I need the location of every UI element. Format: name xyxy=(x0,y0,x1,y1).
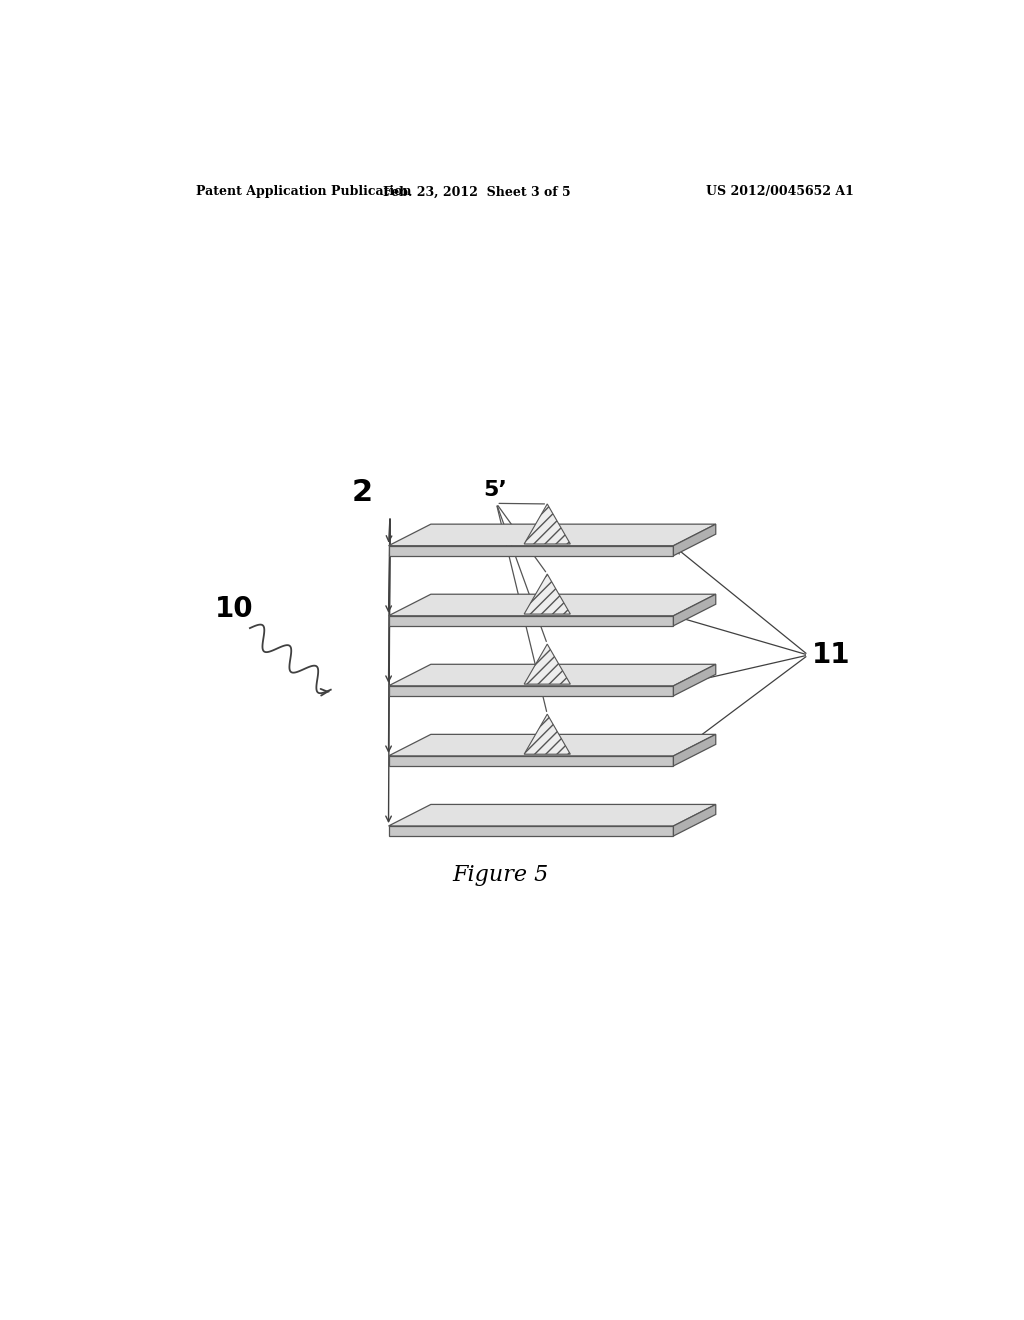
Polygon shape xyxy=(674,524,716,556)
Polygon shape xyxy=(388,756,674,766)
Polygon shape xyxy=(524,574,570,614)
Text: 5’: 5’ xyxy=(483,479,507,499)
Polygon shape xyxy=(524,714,570,754)
Polygon shape xyxy=(388,524,716,545)
Polygon shape xyxy=(524,504,570,544)
Text: US 2012/0045652 A1: US 2012/0045652 A1 xyxy=(707,185,854,198)
Text: 10: 10 xyxy=(215,595,254,623)
Polygon shape xyxy=(524,644,570,684)
Polygon shape xyxy=(388,804,716,826)
Polygon shape xyxy=(674,664,716,696)
Text: Feb. 23, 2012  Sheet 3 of 5: Feb. 23, 2012 Sheet 3 of 5 xyxy=(383,185,570,198)
Polygon shape xyxy=(388,615,674,626)
Text: Figure 5: Figure 5 xyxy=(452,863,548,886)
Polygon shape xyxy=(388,545,674,556)
Polygon shape xyxy=(674,734,716,766)
Polygon shape xyxy=(388,664,716,686)
Polygon shape xyxy=(388,826,674,836)
Polygon shape xyxy=(388,686,674,696)
Polygon shape xyxy=(674,804,716,836)
Polygon shape xyxy=(388,594,716,615)
Polygon shape xyxy=(388,734,716,756)
Text: 11: 11 xyxy=(812,642,851,669)
Text: Patent Application Publication: Patent Application Publication xyxy=(196,185,412,198)
Text: 2: 2 xyxy=(352,478,373,507)
Polygon shape xyxy=(674,594,716,626)
